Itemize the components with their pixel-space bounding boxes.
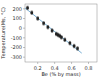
error-bar-cap: [69, 44, 71, 45]
point: [26, 7, 29, 10]
error-bar-line: [43, 22, 44, 25]
error-bar-cap: [73, 44, 75, 45]
y-tick: [23, 37, 25, 38]
y-axis-label: Temperature(Ms, °C): [0, 7, 7, 60]
error-bar-line: [52, 29, 53, 32]
error-bar-cap: [55, 32, 57, 33]
point: [69, 42, 72, 45]
point: [47, 26, 50, 29]
error-bar: [60, 36, 62, 39]
error-bar-line: [64, 38, 65, 41]
error-bar-cap: [47, 28, 49, 29]
y-tick: [23, 8, 25, 9]
error-bar-line: [37, 17, 38, 20]
error-bar-cap: [43, 21, 45, 22]
error-bar-cap: [57, 33, 59, 34]
error-bar-cap: [77, 50, 79, 51]
chart: -300-200-10001002000.20.40.60.8Be (% by …: [0, 0, 100, 77]
error-bar-line: [59, 34, 60, 37]
point: [42, 22, 45, 25]
error-bar: [43, 22, 45, 25]
error-bar: [69, 41, 71, 44]
error-bar-cap: [60, 39, 62, 40]
error-bar: [51, 29, 53, 32]
error-bar-cap: [73, 47, 75, 48]
error-bar: [37, 17, 39, 20]
error-bar: [31, 11, 33, 14]
error-bar-line: [77, 47, 78, 50]
y-tick: [23, 57, 25, 58]
error-bar-line: [69, 41, 70, 44]
error-bar-cap: [37, 16, 39, 17]
plot-marks: [25, 6, 82, 53]
error-bar-cap: [64, 38, 66, 39]
error-bar: [77, 47, 79, 50]
error-bar-cap: [59, 34, 61, 35]
error-bar: [27, 6, 29, 9]
y-tick-label: -300: [11, 54, 22, 60]
error-bar-cap: [60, 35, 62, 36]
error-bar-cap: [69, 41, 71, 42]
error-bar-line: [74, 44, 75, 47]
error-bar-line: [58, 33, 59, 36]
error-bar-cap: [47, 25, 49, 26]
error-bar-line: [31, 11, 32, 14]
y-tick-label: -200: [11, 44, 22, 50]
point: [64, 38, 67, 41]
y-tick-label: 0: [19, 25, 22, 31]
point: [36, 17, 39, 20]
error-bar-cap: [51, 28, 53, 29]
error-bar: [47, 25, 49, 28]
y-tick-label: 200: [12, 6, 22, 12]
y-tick: [23, 47, 25, 48]
y-tick-label: 100: [12, 15, 22, 21]
error-bar-line: [61, 36, 62, 39]
error-bar-cap: [64, 41, 66, 42]
error-bar-cap: [27, 9, 29, 10]
y-tick: [23, 28, 25, 29]
error-bar-line: [27, 6, 28, 9]
error-bar-cap: [27, 6, 29, 7]
error-bar-cap: [31, 14, 33, 15]
error-bar: [73, 44, 75, 47]
point: [60, 36, 63, 39]
y-tick-label: -100: [11, 35, 22, 41]
error-bar-cap: [31, 10, 33, 11]
error-bar-cap: [51, 32, 53, 33]
point: [76, 47, 79, 50]
error-bar-cap: [37, 20, 39, 21]
error-bar-cap: [43, 25, 45, 26]
x-tick-label: 0.8: [85, 65, 93, 71]
error-bar-line: [47, 25, 48, 28]
trend-line: [25, 8, 82, 53]
x-axis-label: Be (% by mass): [41, 71, 80, 77]
error-bar-cap: [77, 46, 79, 47]
error-bar: [64, 38, 66, 41]
point: [30, 11, 33, 14]
point: [73, 45, 76, 48]
y-tick: [23, 18, 25, 19]
error-bar-line: [56, 32, 57, 35]
plot-frame: [25, 4, 97, 62]
point: [51, 29, 54, 32]
